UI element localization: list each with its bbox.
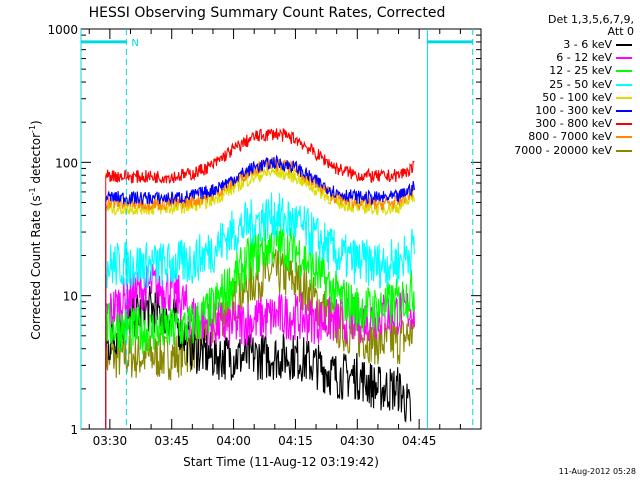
y-tick-label: 10 (63, 290, 78, 304)
legend-item: 50 - 100 keV (484, 91, 634, 104)
series-layer (105, 128, 415, 429)
y-tick-label: 1000 (47, 23, 78, 37)
legend-header-line-1: Det 1,3,5,6,7,9, (547, 13, 634, 26)
x-tick-label: 04:45 (402, 434, 437, 448)
legend-label: 300 - 800 keV (535, 117, 612, 131)
series-line (105, 192, 415, 290)
legend-label: 100 - 300 keV (535, 103, 612, 117)
legend-swatch (616, 44, 632, 46)
x-tick-label: 04:00 (216, 434, 251, 448)
series-line (105, 223, 415, 355)
legend-swatch (616, 136, 632, 139)
legend-label: 12 - 25 keV (549, 64, 612, 78)
legend-swatch (616, 109, 632, 112)
legend-item: 100 - 300 keV (484, 104, 634, 117)
legend-swatch (616, 57, 632, 60)
legend-item: 3 - 6 keV (484, 38, 634, 51)
series-line (105, 128, 415, 184)
marker-label: N (131, 38, 138, 49)
axis-ticks: 1 10 100 1000 03:30 03:45 04:00 04:15 04:30 04:45 (47, 23, 481, 448)
legend-label: 7000 - 20000 keV (514, 143, 612, 157)
y-axis-label: Corrected Count Rate (s-1 detector-1) (28, 120, 43, 339)
legend-item: 7000 - 20000 keV (484, 144, 634, 157)
x-tick-label: 03:30 (93, 434, 128, 448)
series-line (105, 166, 415, 217)
x-tick-label: 03:45 (154, 434, 189, 448)
chart-title: HESSI Observing Summary Count Rates, Cor… (89, 5, 446, 21)
series-line (105, 156, 415, 211)
legend-item: 25 - 50 keV (484, 78, 634, 91)
y-tick-label: 100 (55, 156, 78, 170)
legend-item: 12 - 25 keV (484, 64, 634, 77)
legend-label: 3 - 6 keV (563, 38, 612, 51)
legend-label: 6 - 12 keV (556, 51, 612, 65)
legend-item: 6 - 12 keV (484, 51, 634, 64)
legend-swatch (616, 123, 632, 126)
legend-item: 800 - 7000 keV (484, 130, 634, 143)
x-tick-label: 04:15 (278, 434, 313, 448)
x-tick-label: 04:30 (340, 434, 375, 448)
legend-swatch (616, 149, 632, 152)
timestamp: 11-Aug-2012 05:28 (558, 467, 636, 476)
legend-label: 50 - 100 keV (542, 90, 612, 104)
series-line (105, 154, 415, 206)
legend-swatch (616, 96, 632, 99)
legend-label: 25 - 50 keV (549, 77, 612, 91)
series-line (105, 249, 415, 381)
legend-swatch (616, 83, 632, 86)
y-tick-label: 1 (70, 423, 78, 437)
legend-label: 800 - 7000 keV (528, 130, 612, 144)
legend-item: 300 - 800 keV (484, 117, 634, 130)
legend-swatch (616, 70, 632, 73)
x-axis-label: Start Time (11-Aug-12 03:19:42) (183, 455, 379, 469)
legend: Det 1,3,5,6,7,9, Att 0 3 - 6 keV 6 - 12 k… (484, 14, 634, 157)
marker-layer: N (80, 29, 474, 429)
legend-header-line-2: Att 0 (607, 25, 634, 38)
